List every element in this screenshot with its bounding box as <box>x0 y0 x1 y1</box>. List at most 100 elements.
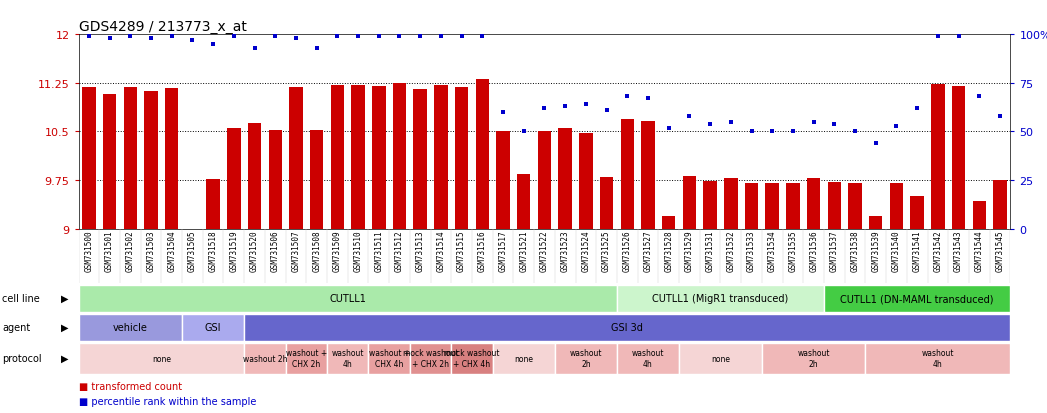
Text: mock washout
+ CHX 4h: mock washout + CHX 4h <box>444 349 499 368</box>
Bar <box>911 197 923 229</box>
Text: CUTLL1: CUTLL1 <box>330 293 366 304</box>
Text: GSM731535: GSM731535 <box>788 230 798 272</box>
Bar <box>289 88 303 229</box>
Text: GSM731501: GSM731501 <box>105 230 114 272</box>
Bar <box>369 343 409 374</box>
Text: GSM731516: GSM731516 <box>477 230 487 272</box>
Bar <box>496 132 510 229</box>
Bar <box>182 314 244 341</box>
Bar <box>973 202 986 229</box>
Text: GSM731523: GSM731523 <box>560 230 570 272</box>
Bar <box>744 183 758 229</box>
Text: ▶: ▶ <box>61 293 68 304</box>
Text: GSM731543: GSM731543 <box>954 230 963 272</box>
Point <box>847 129 864 135</box>
Bar <box>475 80 489 229</box>
Bar <box>869 216 883 229</box>
Text: GSM731518: GSM731518 <box>208 230 218 272</box>
Text: protocol: protocol <box>2 353 42 363</box>
Point <box>951 34 967 40</box>
Point <box>888 123 905 130</box>
Text: GSM731508: GSM731508 <box>312 230 321 272</box>
Text: GSM731527: GSM731527 <box>644 230 652 272</box>
Text: GSM731500: GSM731500 <box>85 230 93 272</box>
Point <box>701 121 718 128</box>
Point <box>308 45 325 52</box>
Bar <box>827 183 841 229</box>
Point <box>930 34 946 40</box>
Text: washout
4h: washout 4h <box>921 349 954 368</box>
Bar <box>79 285 617 312</box>
Text: GSM731507: GSM731507 <box>291 230 300 272</box>
Point <box>992 113 1008 120</box>
Bar <box>680 343 762 374</box>
Bar <box>185 229 199 268</box>
Point <box>121 34 138 40</box>
Bar <box>866 343 1010 374</box>
Text: GSM731533: GSM731533 <box>747 230 756 272</box>
Point <box>557 104 574 110</box>
Text: GSM731504: GSM731504 <box>168 230 176 272</box>
Text: GSM731519: GSM731519 <box>229 230 239 272</box>
Point <box>619 94 636 100</box>
Point <box>267 34 284 40</box>
Bar <box>762 343 866 374</box>
Text: none: none <box>514 354 533 363</box>
Text: GSM731538: GSM731538 <box>850 230 860 272</box>
Bar <box>227 128 241 229</box>
Text: CUTLL1 (MigR1 transduced): CUTLL1 (MigR1 transduced) <box>652 293 788 304</box>
Point <box>598 107 615 114</box>
Point <box>432 34 449 40</box>
Bar <box>414 90 427 229</box>
Text: GSM731522: GSM731522 <box>540 230 549 272</box>
Text: washout
4h: washout 4h <box>631 349 664 368</box>
Bar <box>621 120 634 229</box>
Bar <box>704 182 717 229</box>
Bar <box>952 87 965 229</box>
Text: washout
4h: washout 4h <box>332 349 364 368</box>
Text: GSM731526: GSM731526 <box>623 230 631 272</box>
Point <box>453 34 470 40</box>
Text: GSI 3d: GSI 3d <box>611 322 643 332</box>
Bar <box>286 343 327 374</box>
Point <box>867 140 884 147</box>
Text: GDS4289 / 213773_x_at: GDS4289 / 213773_x_at <box>79 20 246 34</box>
Text: mock washout
+ CHX 2h: mock washout + CHX 2h <box>403 349 459 368</box>
Bar <box>600 178 614 229</box>
Point <box>329 34 346 40</box>
Text: GSM731540: GSM731540 <box>892 230 901 272</box>
Text: GSM731517: GSM731517 <box>498 230 508 272</box>
Bar <box>79 343 244 374</box>
Text: CUTLL1 (DN-MAML transduced): CUTLL1 (DN-MAML transduced) <box>841 293 994 304</box>
Bar <box>848 184 862 229</box>
Bar <box>454 88 468 229</box>
Point <box>661 125 677 132</box>
Bar <box>517 174 531 229</box>
Bar <box>451 343 493 374</box>
Bar <box>244 314 1010 341</box>
Point <box>536 106 553 112</box>
Text: vehicle: vehicle <box>113 322 148 332</box>
Point <box>805 119 822 126</box>
Text: GSM731513: GSM731513 <box>416 230 425 272</box>
Point <box>163 34 180 40</box>
Point <box>640 96 656 102</box>
Text: GSM731537: GSM731537 <box>830 230 839 272</box>
Bar <box>558 129 572 229</box>
Text: washout
2h: washout 2h <box>798 349 830 368</box>
Point <box>494 109 511 116</box>
Text: GSM731536: GSM731536 <box>809 230 818 272</box>
Bar <box>765 184 779 229</box>
Bar <box>79 314 182 341</box>
Bar <box>555 343 617 374</box>
Bar <box>617 343 680 374</box>
Point <box>142 36 159 42</box>
Point <box>764 129 781 135</box>
Text: none: none <box>711 354 730 363</box>
Point <box>681 113 697 120</box>
Text: GSM731520: GSM731520 <box>250 230 259 272</box>
Point <box>909 106 926 112</box>
Point <box>81 34 97 40</box>
Point <box>246 45 263 52</box>
Bar <box>409 343 451 374</box>
